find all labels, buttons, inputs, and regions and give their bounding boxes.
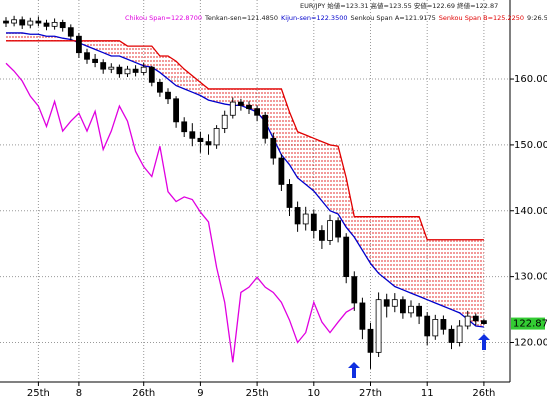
candle-body <box>229 101 236 116</box>
candle-body <box>156 81 163 93</box>
indicator-line <box>6 40 484 241</box>
legend-entry: Senkou Span B=125.2250 <box>439 14 524 22</box>
candle-body <box>76 35 82 54</box>
signal-arrow <box>478 334 490 350</box>
candle-body <box>27 20 34 26</box>
candle-body <box>43 22 50 27</box>
y-tick-label: 150.00 <box>514 140 547 151</box>
candle-body <box>286 184 293 208</box>
x-tick-label: 27th <box>359 388 382 399</box>
candle-body <box>3 20 9 24</box>
candle-body <box>51 21 58 27</box>
candle-body <box>399 299 406 314</box>
candle-body <box>294 207 301 225</box>
candle-body <box>67 27 74 37</box>
legend-entry: Senkou Span A=121.9175 <box>350 14 435 22</box>
legend-entry: Tenkan-sen=121.4850 <box>204 14 278 22</box>
candle-body <box>480 320 487 324</box>
legend-entry: 9:26.52.25.0 <box>527 14 547 22</box>
candle-body <box>132 68 139 73</box>
candle-body <box>221 114 228 129</box>
candle-body <box>92 58 98 63</box>
candle-body <box>416 305 423 317</box>
candle-body <box>246 104 252 110</box>
candle-body <box>335 220 342 238</box>
y-tick-label: 140.00 <box>514 206 547 217</box>
candle-body <box>116 66 123 75</box>
x-tick-label: 9 <box>197 388 203 399</box>
indicator-line <box>6 32 484 328</box>
chart-title: EUR/JPY 始値=123.31 高値=123.55 安値=122.69 終値… <box>300 1 498 10</box>
candle-body <box>440 319 447 330</box>
candle-body <box>197 137 204 143</box>
y-tick-label: 160.00 <box>514 74 547 85</box>
candle-body <box>100 62 107 70</box>
candle-body <box>181 121 188 133</box>
candle-body <box>262 114 269 139</box>
candle-body <box>367 328 374 353</box>
legend-entry: Kijun-sen=122.3500 <box>281 14 347 22</box>
candle-body <box>383 299 390 307</box>
candle-body <box>148 66 155 83</box>
candle-body <box>254 108 261 116</box>
candle-body <box>408 305 414 314</box>
candle-body <box>302 213 309 225</box>
candle-body <box>375 299 382 353</box>
candle-body <box>59 21 66 29</box>
candle-body <box>424 315 431 337</box>
candle-body <box>237 101 244 106</box>
candle-body <box>391 299 398 307</box>
candle-body <box>108 66 115 70</box>
candle-body <box>327 220 333 241</box>
candle-body <box>359 302 366 330</box>
x-tick-label: 25th <box>27 388 50 399</box>
candle-body <box>35 20 42 24</box>
candle-body <box>318 230 325 241</box>
x-tick-label: 26th <box>132 388 155 399</box>
candle-body <box>310 213 317 231</box>
x-tick-label: 10 <box>307 388 320 399</box>
candle-body <box>124 68 131 75</box>
last-price-box <box>511 317 545 330</box>
candle-body <box>278 157 285 185</box>
candle-body <box>448 328 455 343</box>
legend-entry: Chikou Span=122.8700 <box>125 14 202 22</box>
indicator-line <box>5 62 355 363</box>
candle-body <box>140 66 147 73</box>
candle-body <box>432 319 439 337</box>
candle-body <box>189 131 196 139</box>
candle-body <box>464 315 471 327</box>
x-tick-label: 11 <box>421 388 434 399</box>
last-price-label: 122.87 <box>513 319 547 330</box>
candle-body <box>205 141 212 146</box>
candle-body <box>270 137 277 159</box>
candle-body <box>84 52 90 60</box>
x-tick-label: 25th <box>246 388 269 399</box>
candle-body <box>165 91 171 100</box>
signal-arrow <box>348 362 360 378</box>
x-tick-label: 8 <box>76 388 82 399</box>
candle-body <box>456 325 463 343</box>
candle-body <box>472 315 479 322</box>
y-tick-label: 120.00 <box>514 337 547 348</box>
x-tick-label: 26th <box>472 388 495 399</box>
candle-body <box>343 236 350 278</box>
candle-body <box>19 19 26 26</box>
candle-body <box>173 98 180 123</box>
candle-body <box>11 19 18 24</box>
y-tick-label: 130.00 <box>514 272 547 283</box>
candle-body <box>213 128 220 146</box>
candle-body <box>351 276 358 304</box>
